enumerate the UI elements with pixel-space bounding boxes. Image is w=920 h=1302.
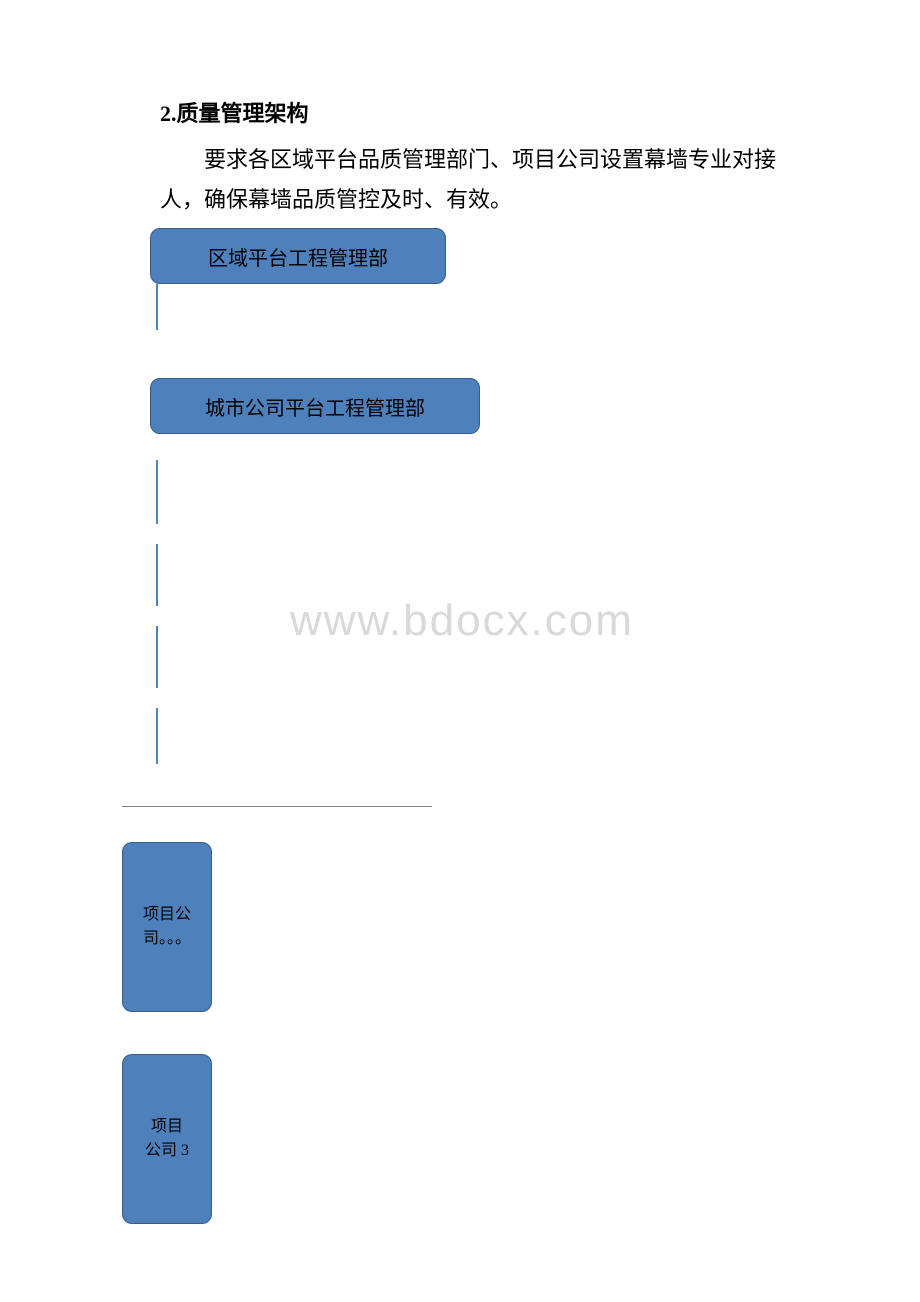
heading-title: 质量管理架构 [177,101,309,126]
section-paragraph: 要求各区域平台品质管理部门、项目公司设置幕墙专业对接人，确保幕墙品质管控及时、有… [160,140,800,219]
flowchart-connector [156,544,158,606]
heading-number: 2. [160,101,177,126]
flowchart-divider [122,806,432,807]
flowchart-node: 区域平台工程管理部 [150,228,446,284]
document-page: 2.质量管理架构 要求各区域平台品质管理部门、项目公司设置幕墙专业对接人，确保幕… [0,0,920,1302]
flowchart-connector [156,708,158,764]
flowchart-node: 项目公司 3 [122,1054,212,1224]
watermark-text: www.bdocx.com [290,596,634,646]
flowchart-connector [156,460,158,524]
flowchart-connector [156,626,158,688]
flowchart-node: 城市公司平台工程管理部 [150,378,480,434]
flowchart-connector [156,284,158,330]
section-heading: 2.质量管理架构 [160,96,309,128]
flowchart-node: 项目公司。。。 [122,842,212,1012]
